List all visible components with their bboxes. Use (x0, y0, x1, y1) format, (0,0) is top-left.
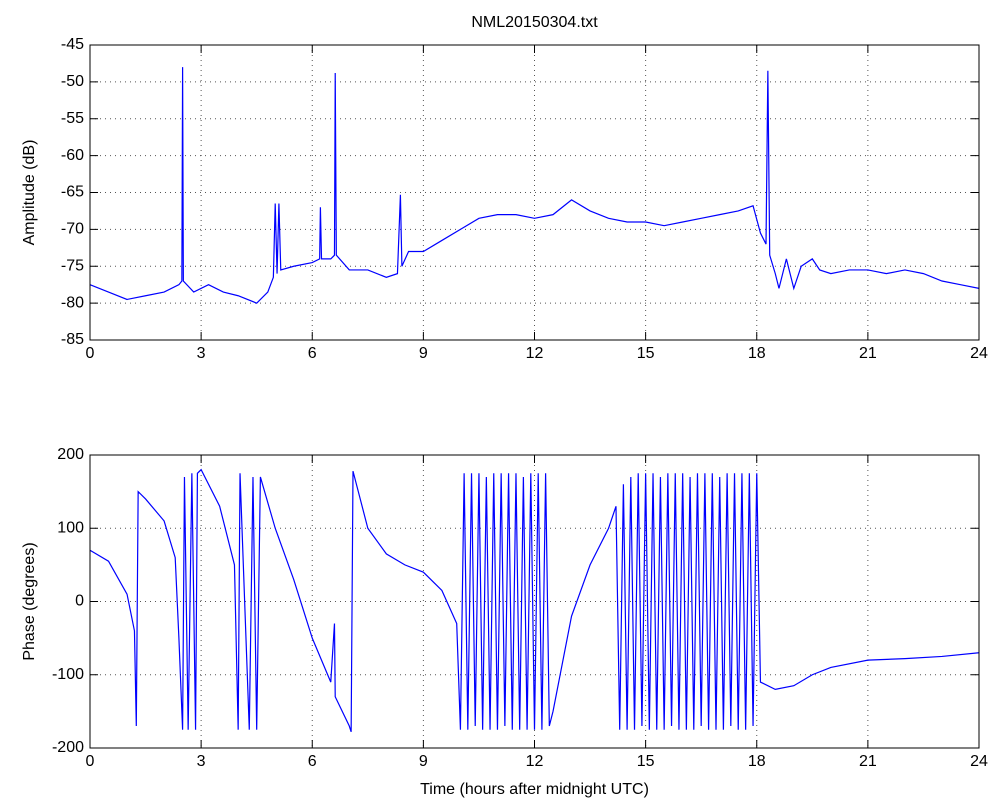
y-tick-label: 100 (57, 519, 84, 536)
y-axis-label: Phase (degrees) (21, 542, 38, 660)
x-tick-label: 0 (86, 753, 95, 770)
x-tick-label: 12 (526, 345, 544, 362)
x-tick-label: 24 (970, 345, 988, 362)
x-tick-label: 9 (419, 345, 428, 362)
y-tick-label: -80 (61, 294, 84, 311)
x-tick-label: 0 (86, 345, 95, 362)
y-axis-label: Amplitude (dB) (21, 140, 38, 246)
x-tick-label: 15 (637, 345, 655, 362)
axes-box (89, 44, 980, 341)
y-tick-label: -100 (52, 666, 84, 683)
x-tick-label: 24 (970, 753, 988, 770)
data-line (89, 67, 980, 304)
axes-box (89, 454, 980, 749)
y-tick-label: 200 (57, 446, 84, 463)
x-tick-label: 21 (859, 345, 877, 362)
x-tick-label: 6 (308, 345, 317, 362)
x-tick-label: 3 (197, 345, 206, 362)
y-tick-label: -85 (61, 331, 84, 348)
data-line (89, 468, 980, 733)
y-tick-label: -50 (61, 73, 84, 90)
y-tick-label: -55 (61, 110, 84, 127)
x-axis-label: Time (hours after midnight UTC) (420, 781, 649, 798)
x-tick-label: 3 (197, 753, 206, 770)
x-tick-label: 6 (308, 753, 317, 770)
x-tick-label: 15 (637, 753, 655, 770)
y-tick-label: -65 (61, 184, 84, 201)
x-tick-label: 18 (748, 345, 766, 362)
y-tick-label: -200 (52, 739, 84, 756)
y-tick-label: -70 (61, 221, 84, 238)
x-tick-label: 9 (419, 753, 428, 770)
y-tick-label: -45 (61, 36, 84, 53)
y-tick-label: -75 (61, 257, 84, 274)
y-tick-label: 0 (75, 593, 84, 610)
x-tick-label: 18 (748, 753, 766, 770)
y-tick-label: -60 (61, 147, 84, 164)
chart-title: NML20150304.txt (471, 14, 598, 31)
x-tick-label: 12 (526, 753, 544, 770)
x-tick-label: 21 (859, 753, 877, 770)
